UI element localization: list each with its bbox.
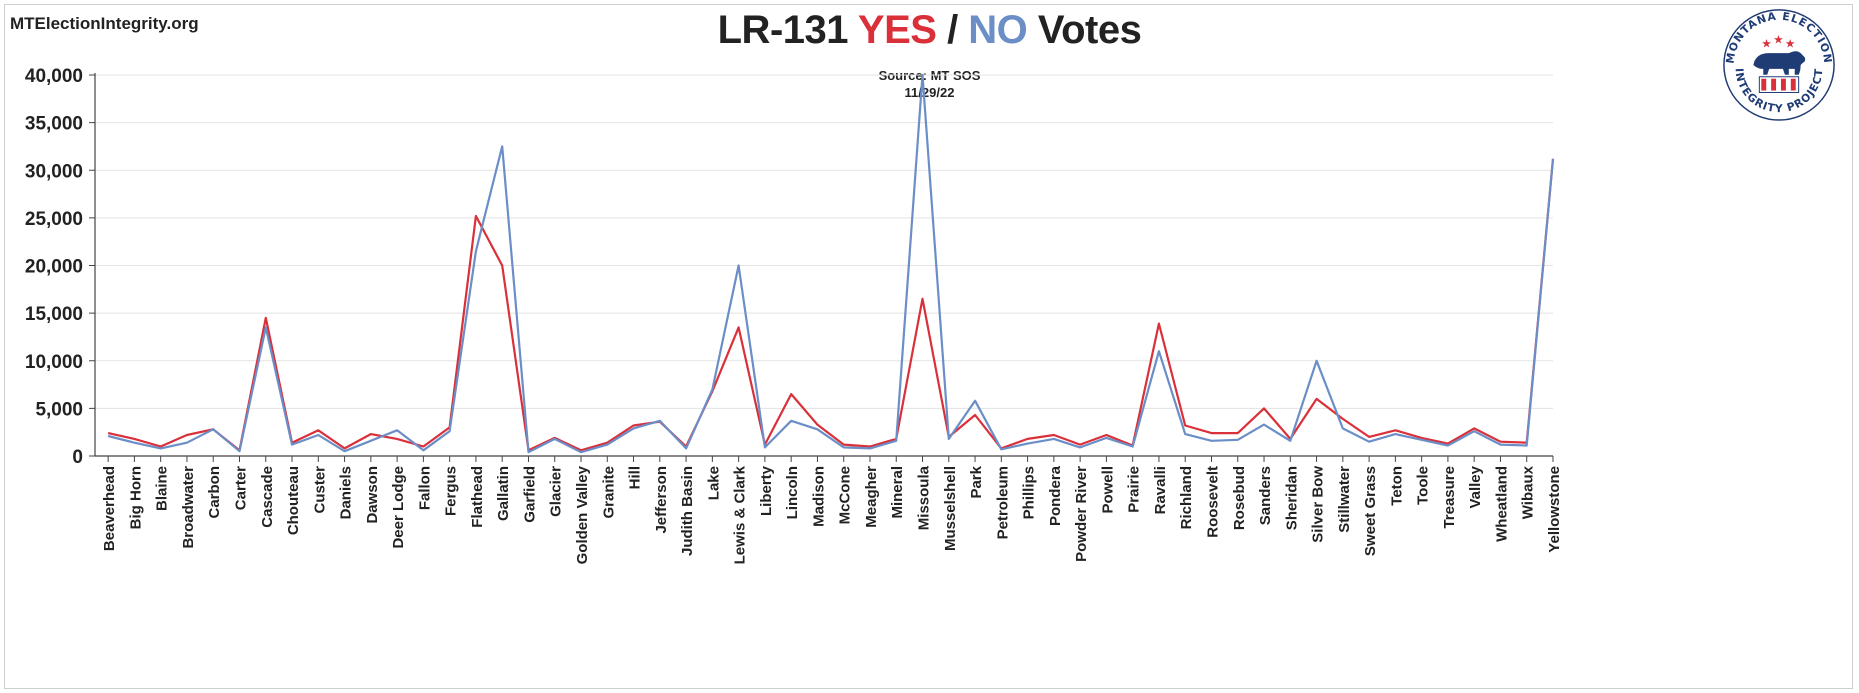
x-tick-label: Rosebud: [1231, 466, 1248, 530]
x-tick-label: Lincoln: [784, 466, 801, 519]
x-tick-label: Stillwater: [1336, 466, 1353, 533]
x-tick-label: Garfield: [521, 466, 538, 523]
x-tick-label: Sweet Grass: [1362, 466, 1379, 556]
y-tick-label: 35,000: [25, 114, 83, 135]
logo-shield: [1758, 76, 1800, 93]
x-tick-label: Dawson: [364, 466, 381, 524]
series-line-yes: [107, 158, 1555, 452]
x-tick-label: Silver Bow: [1310, 466, 1327, 543]
x-tick-label: Gallatin: [495, 466, 512, 521]
y-tick-label: 10,000: [25, 352, 83, 373]
x-tick-label: Treasure: [1441, 466, 1458, 529]
x-tick-label: Fergus: [443, 466, 460, 516]
title-no: NO: [968, 8, 1028, 52]
y-tick-label: 40,000: [25, 66, 83, 87]
grid-layer: [95, 74, 1553, 409]
x-tick-label: Beaverhead: [101, 466, 118, 551]
x-tick-label: Liberty: [758, 465, 775, 516]
x-tick-label: Carbon: [206, 466, 223, 519]
svg-text:★: ★: [1761, 36, 1772, 50]
x-tick-label: Hill: [627, 466, 644, 489]
x-tick-label: Daniels: [338, 466, 355, 519]
x-tick-label: Richland: [1178, 466, 1195, 529]
title-prefix: LR-131: [717, 8, 858, 52]
x-tick-label: Big Horn: [127, 466, 144, 529]
logo-bear: [1753, 51, 1806, 75]
x-tick-label: Mineral: [889, 466, 906, 519]
x-tick-label: Wibaux: [1520, 465, 1537, 519]
series-line-no: [107, 73, 1555, 454]
x-tick-label: McCone: [837, 466, 854, 524]
x-tick-label: Lake: [705, 466, 722, 500]
y-tick-label: 30,000: [25, 161, 83, 182]
x-tick-label: Fallon: [416, 466, 433, 510]
axis-layer: [89, 73, 1554, 462]
x-tick-label: Prairie: [1126, 466, 1143, 513]
x-tick-label: Blaine: [154, 466, 171, 511]
x-tick-label: Roosevelt: [1204, 466, 1221, 538]
x-tick-label: Madison: [810, 466, 827, 527]
x-tick-label: Musselshell: [942, 466, 959, 551]
logo-stars: ★ ★ ★: [1761, 32, 1795, 50]
x-tick-label: Cascade: [259, 466, 276, 528]
x-tick-label: Golden Valley: [574, 465, 591, 564]
x-tick-label: Chouteau: [285, 466, 302, 535]
title-sep: /: [936, 8, 969, 52]
x-tick-label: Teton: [1388, 466, 1405, 506]
svg-text:★: ★: [1785, 36, 1796, 50]
chart-frame: [4, 4, 1853, 689]
source-date: 11/29/22: [904, 85, 955, 100]
x-tick-label: Carter: [232, 466, 249, 510]
x-tick-label: Powder River: [1073, 466, 1090, 562]
x-tick-label: Missoula: [916, 465, 933, 530]
x-tick-label: Sheridan: [1283, 466, 1300, 530]
x-tick-label: Wheatland: [1493, 466, 1510, 542]
x-tick-label: Sanders: [1257, 466, 1274, 525]
x-tick-label: Granite: [600, 466, 617, 519]
x-tick-label: Ravalli: [1152, 466, 1169, 514]
x-tick-label: Glacier: [548, 466, 565, 517]
title-yes: YES: [857, 8, 937, 52]
x-tick-label: Pondera: [1047, 465, 1064, 526]
x-tick-label: Yellowstone: [1546, 466, 1563, 553]
site-url: MTElectionIntegrity.org: [10, 14, 199, 33]
x-tick-label: Broadwater: [180, 466, 197, 549]
x-tick-label: Park: [968, 465, 985, 498]
series-layer: [107, 73, 1555, 454]
x-tick-label: Deer Lodge: [390, 466, 407, 549]
x-tick-label: Jefferson: [653, 466, 670, 534]
y-tick-label: 25,000: [25, 209, 83, 230]
x-tick-label: Judith Basin: [679, 466, 696, 556]
title-suffix: Votes: [1027, 8, 1142, 52]
y-tick-label: 0: [72, 447, 83, 468]
y-tick-label: 15,000: [25, 304, 83, 325]
chart-title: LR-131 YES / NO Votes: [0, 8, 1859, 53]
y-tick-label: 5,000: [35, 399, 83, 420]
x-tick-label: Petroleum: [994, 466, 1011, 539]
x-tick-label: Powell: [1099, 466, 1116, 514]
x-tick-label: Custer: [311, 466, 328, 514]
svg-text:★: ★: [1773, 32, 1784, 46]
x-tick-label: Lewis & Clark: [732, 465, 749, 564]
x-tick-label: Toole: [1415, 466, 1432, 505]
x-tick-label: Valley: [1467, 465, 1484, 508]
x-tick-label: Meagher: [863, 466, 880, 528]
x-tick-label: Phillips: [1021, 466, 1038, 519]
y-tick-label: 20,000: [25, 257, 83, 278]
montana-election-integrity-logo: MONTANA ELECTION INTEGRITY PROJECT ★ ★ ★: [1723, 9, 1835, 121]
x-tick-label: Flathead: [469, 466, 486, 528]
label-layer: 0 5,000 10,000 15,000 20,000 25,000 30,000 35,0…: [25, 66, 1563, 564]
